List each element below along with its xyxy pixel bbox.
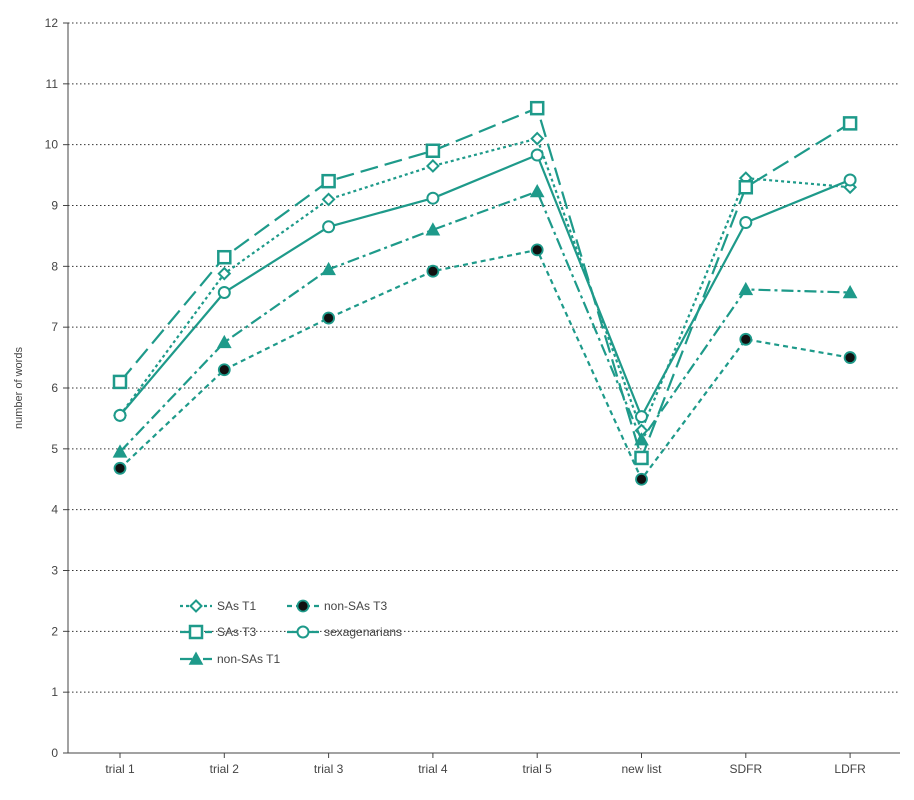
series-line <box>119 190 851 453</box>
series-non-sas-t1 <box>112 183 858 458</box>
legend-label: sexagenarians <box>324 625 402 639</box>
data-point <box>842 284 858 299</box>
data-point <box>217 285 231 299</box>
legend: SAs T1 SAs T3 non-SAs T1 non-SAs T3 sexagena… <box>180 599 402 666</box>
y-tick-label: 1 <box>51 685 58 699</box>
data-point <box>425 222 441 236</box>
data-point <box>426 191 440 205</box>
x-tick-label: trial 5 <box>523 762 553 776</box>
legend-label: SAs T3 <box>217 625 256 639</box>
data-point <box>425 143 441 158</box>
legend-marker <box>188 651 204 665</box>
x-tick-label: trial 4 <box>418 762 448 776</box>
y-tick-label: 2 <box>51 624 58 638</box>
data-point <box>738 180 754 195</box>
x-tick-labels: trial 1 trial 2 trial 3 trial 4 trial 5 new l… <box>105 753 866 776</box>
data-point <box>426 264 440 278</box>
series-non-sas-t3 <box>113 243 857 486</box>
data-point <box>216 334 232 349</box>
y-tick-label: 5 <box>51 442 58 456</box>
legend-item: SAs T1 <box>180 599 256 613</box>
series-line <box>119 153 851 418</box>
legend-marker <box>189 599 203 613</box>
legend-label: non-SAs T1 <box>217 652 280 666</box>
data-point <box>321 173 336 189</box>
series-sas-t3 <box>112 100 858 466</box>
data-point <box>634 450 649 466</box>
data-point <box>635 472 648 486</box>
x-tick-label: trial 3 <box>314 762 344 776</box>
y-tick-label: 4 <box>51 503 58 517</box>
x-tick-label: SDFR <box>729 762 762 776</box>
data-point <box>529 183 545 198</box>
legend-marker <box>296 599 310 613</box>
y-tick-label: 9 <box>51 199 58 213</box>
y-tick-label: 8 <box>51 259 58 273</box>
data-point <box>113 408 127 422</box>
data-point <box>322 220 336 234</box>
data-point <box>321 192 336 207</box>
y-tick-label: 11 <box>46 77 59 91</box>
series-sexagenarians <box>113 148 857 424</box>
legend-label: SAs T1 <box>217 599 256 613</box>
legend-item: non-SAs T1 <box>180 651 280 666</box>
data-point <box>112 444 128 458</box>
series <box>112 100 858 486</box>
data-point <box>425 159 440 173</box>
legend-item: sexagenarians <box>287 625 402 639</box>
x-tick-label: LDFR <box>834 762 866 776</box>
data-point <box>530 131 545 146</box>
data-point <box>322 311 336 325</box>
x-tick-label: new list <box>621 762 662 776</box>
legend-item: SAs T3 <box>180 624 256 640</box>
data-point <box>217 266 232 281</box>
data-point <box>321 261 336 276</box>
data-point <box>529 100 545 116</box>
legend-marker <box>188 624 204 640</box>
data-point <box>739 216 753 230</box>
y-axis-title: number of words <box>13 347 25 429</box>
data-point <box>843 173 857 187</box>
legend-label: non-SAs T3 <box>324 599 387 613</box>
data-point <box>635 410 648 424</box>
data-point <box>739 332 753 346</box>
data-point <box>217 363 231 377</box>
data-point <box>842 116 858 131</box>
gridlines <box>68 22 900 693</box>
data-point <box>634 432 649 446</box>
x-tick-label: trial 2 <box>210 762 240 776</box>
data-point <box>843 351 857 364</box>
legend-marker <box>296 625 310 639</box>
y-tick-label: 0 <box>51 746 58 760</box>
data-point <box>530 243 544 257</box>
legend-item: non-SAs T3 <box>287 599 387 613</box>
y-tick-label: 6 <box>51 381 58 395</box>
y-tick-label: 12 <box>45 16 59 30</box>
data-point <box>738 281 754 296</box>
y-tick-label: 10 <box>45 138 59 152</box>
series-line <box>119 248 851 481</box>
y-tick-label: 7 <box>51 320 58 334</box>
data-point <box>113 461 127 475</box>
x-tick-label: trial 1 <box>105 762 135 776</box>
data-point <box>530 148 544 162</box>
series-line <box>119 107 851 460</box>
data-point <box>217 249 232 265</box>
data-point <box>112 374 128 390</box>
y-tick-label: 3 <box>51 564 58 578</box>
